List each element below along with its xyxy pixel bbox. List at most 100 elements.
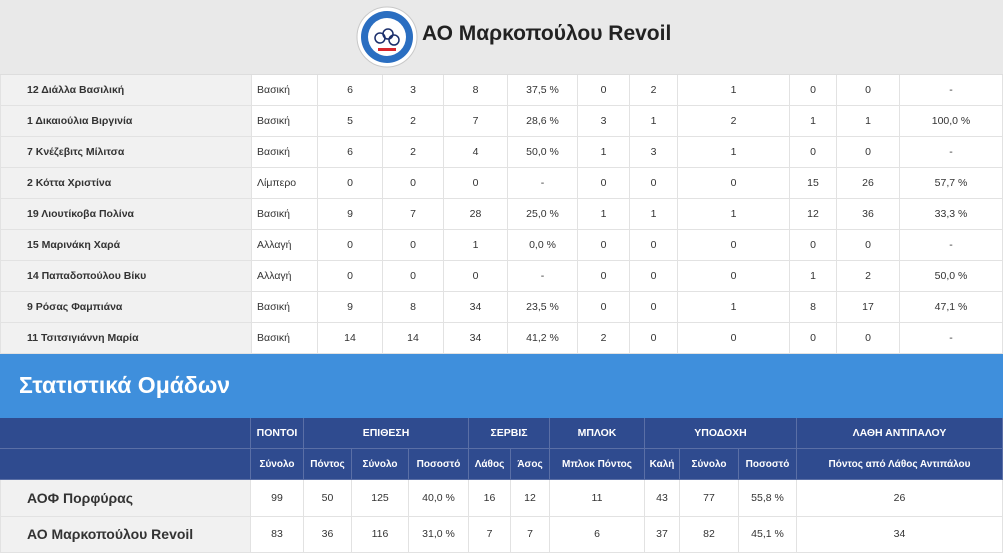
stat-cell: 0 <box>837 137 900 168</box>
stat-cell: 0 <box>790 230 837 261</box>
stat-cell: 5 <box>318 106 383 137</box>
stat-cell: 0 <box>837 75 900 106</box>
stat-cell: 50,0 % <box>508 137 578 168</box>
stat-cell: 0 <box>837 323 900 354</box>
stat-cell: 47,1 % <box>900 292 1003 323</box>
stat-cell: 0 <box>578 230 630 261</box>
stat-cell: 2 <box>383 106 444 137</box>
stat-cell: 7 <box>444 106 508 137</box>
stat-cell: 8 <box>790 292 837 323</box>
stat-cell: 1 <box>444 230 508 261</box>
header-corner <box>0 449 251 480</box>
stat-cell: 1 <box>678 292 790 323</box>
stat-cell: 0 <box>578 75 630 106</box>
stat-cell: - <box>508 168 578 199</box>
stat-cell: 0 <box>678 323 790 354</box>
team-title: ΑΟ Μαρκοπούλου Revoil <box>422 22 672 45</box>
header-corner <box>0 418 251 449</box>
player-name: 2 Κόττα Χριστίνα <box>0 168 252 199</box>
stat-cell: 14 <box>383 323 444 354</box>
stat-cell: 55,8 % <box>739 480 797 517</box>
stat-cell: 0 <box>383 261 444 292</box>
team-logo <box>356 6 418 68</box>
stat-cell: 9 <box>318 199 383 230</box>
stat-cell: 50 <box>304 480 352 517</box>
column-header: Σύνολο <box>251 449 304 480</box>
stat-cell: 8 <box>444 75 508 106</box>
stat-cell: 3 <box>578 106 630 137</box>
stat-cell: 6 <box>550 516 645 553</box>
stat-cell: - <box>900 75 1003 106</box>
team-name: ΑΟ Μαρκοπούλου Revoil <box>0 516 251 553</box>
stat-cell: 45,1 % <box>739 516 797 553</box>
stat-cell: 43 <box>645 480 680 517</box>
stat-cell: 4 <box>444 137 508 168</box>
stat-cell: 26 <box>797 480 1003 517</box>
stat-cell: 34 <box>444 323 508 354</box>
group-header: ΠΟΝΤΟΙ <box>251 418 304 449</box>
stat-cell: 0 <box>383 168 444 199</box>
group-header: ΥΠΟΔΟΧΗ <box>645 418 797 449</box>
stat-cell: 41,2 % <box>508 323 578 354</box>
section-title: Στατιστικά Ομάδων <box>19 372 231 398</box>
player-name: 12 Διάλλα Βασιλική <box>0 75 252 106</box>
stat-cell: 0 <box>790 137 837 168</box>
player-name: 7 Κνέζεβιτς Μίλιτσα <box>0 137 252 168</box>
stat-cell: 0 <box>318 230 383 261</box>
page-header: ΑΟ Μαρκοπούλου Revoil <box>0 0 1003 75</box>
stat-cell: - <box>900 323 1003 354</box>
player-role: Αλλαγή <box>252 230 318 261</box>
player-name: 14 Παπαδοπούλου Βίκυ <box>0 261 252 292</box>
stat-cell: 8 <box>383 292 444 323</box>
stat-cell: 0 <box>630 323 678 354</box>
stat-cell: 82 <box>680 516 739 553</box>
stat-cell: 0 <box>578 292 630 323</box>
stat-cell: 9 <box>318 292 383 323</box>
column-header: Ποσοστό <box>409 449 469 480</box>
stat-cell: 1 <box>578 137 630 168</box>
stat-cell: 28,6 % <box>508 106 578 137</box>
stat-cell: 3 <box>383 75 444 106</box>
column-header: Πόντος από Λάθος Αντιπάλου <box>797 449 1003 480</box>
stat-cell: 1 <box>678 199 790 230</box>
stat-cell: 0 <box>630 168 678 199</box>
player-role: Βασική <box>252 199 318 230</box>
stat-cell: - <box>900 137 1003 168</box>
stat-cell: 0 <box>790 75 837 106</box>
stat-cell: 33,3 % <box>900 199 1003 230</box>
stat-cell: 1 <box>630 199 678 230</box>
stat-cell: 0 <box>383 230 444 261</box>
stat-cell: 25,0 % <box>508 199 578 230</box>
stat-cell: 0,0 % <box>508 230 578 261</box>
player-role: Αλλαγή <box>252 261 318 292</box>
stat-cell: 125 <box>352 480 409 517</box>
column-header: Σύνολο <box>680 449 739 480</box>
stat-cell: 31,0 % <box>409 516 469 553</box>
player-role: Βασική <box>252 75 318 106</box>
stat-cell: 34 <box>797 516 1003 553</box>
stat-cell: 0 <box>630 230 678 261</box>
stat-cell: 36 <box>837 199 900 230</box>
stat-cell: 6 <box>318 75 383 106</box>
stat-cell: 1 <box>630 106 678 137</box>
stat-cell: 0 <box>578 261 630 292</box>
column-header: Μπλοκ Πόντος <box>550 449 645 480</box>
stat-cell: 7 <box>511 516 550 553</box>
stat-cell: 17 <box>837 292 900 323</box>
column-header: Σύνολο <box>352 449 409 480</box>
stat-cell: 116 <box>352 516 409 553</box>
player-role: Λίμπερο <box>252 168 318 199</box>
stat-cell: 1 <box>790 261 837 292</box>
stat-cell: 34 <box>444 292 508 323</box>
player-name: 1 Δικαιούλια Βιργινία <box>0 106 252 137</box>
stat-cell: 100,0 % <box>900 106 1003 137</box>
stat-cell: 11 <box>550 480 645 517</box>
player-role: Βασική <box>252 323 318 354</box>
stat-cell: 2 <box>630 75 678 106</box>
column-header: Ποσοστό <box>739 449 797 480</box>
player-role: Βασική <box>252 292 318 323</box>
stat-cell: 3 <box>630 137 678 168</box>
stat-cell: 36 <box>304 516 352 553</box>
stat-cell: - <box>900 230 1003 261</box>
stat-cell: 7 <box>469 516 511 553</box>
